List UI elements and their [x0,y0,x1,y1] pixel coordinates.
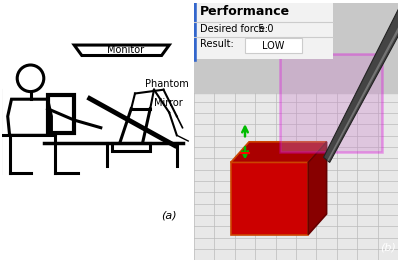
Text: Mirror: Mirror [154,98,183,108]
Polygon shape [324,0,400,163]
Bar [48,95,74,133]
Polygon shape [308,142,327,235]
Text: LOW: LOW [262,41,285,51]
Text: Desired force:: Desired force: [200,24,268,34]
Bar [194,3,333,59]
Text: Phantom: Phantom [144,79,188,89]
Text: Result:: Result: [200,39,234,49]
Polygon shape [231,142,327,163]
Bar [245,38,302,53]
Text: Monitor: Monitor [107,45,144,55]
Bar [280,54,382,152]
Polygon shape [327,3,400,161]
Bar [194,93,398,260]
Bar [231,163,308,235]
Bar [194,3,398,93]
Text: (b): (b) [380,243,396,253]
Bar [112,143,150,150]
Text: (a): (a) [161,211,177,221]
Text: 5.0: 5.0 [255,24,274,34]
Text: Performance: Performance [200,5,290,18]
